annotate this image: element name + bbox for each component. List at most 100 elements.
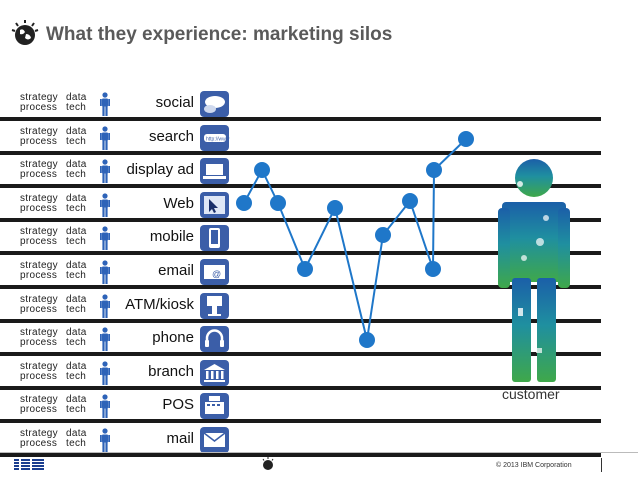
footer-divider — [0, 452, 638, 453]
data-label: data — [66, 428, 87, 439]
channel-row: strategy data process tech search http://www — [0, 122, 638, 155]
channel-label: mail — [166, 430, 194, 447]
person-icon — [100, 226, 110, 251]
person-icon — [100, 92, 110, 116]
silo-bar — [0, 117, 601, 121]
channel-label: display ad — [126, 161, 194, 179]
process-label: process — [20, 202, 58, 214]
silo-bar — [0, 150, 601, 155]
strategy-label: strategy — [20, 394, 58, 406]
channel-label: search — [148, 127, 194, 145]
kiosk-icon — [199, 292, 230, 320]
ibm-logo — [14, 459, 44, 470]
person-icon — [100, 125, 110, 150]
tech-label: tech — [66, 404, 87, 416]
silo-bar — [0, 385, 601, 390]
process-label: process — [20, 438, 58, 449]
data-label: data — [66, 394, 87, 406]
channel-row: strategy data process tech branch — [0, 357, 638, 390]
svg-text:@: @ — [212, 269, 221, 279]
strategy-label: strategy — [20, 293, 58, 305]
laptop-ad-icon — [199, 157, 230, 185]
tech-label: tech — [66, 370, 87, 382]
speech-bubbles-icon — [199, 90, 230, 118]
silo-bar — [0, 352, 601, 357]
headset-icon — [199, 325, 230, 353]
footer-globe-icon — [262, 457, 274, 470]
envelope-at-icon: @ — [199, 258, 230, 286]
strategy-label: strategy — [20, 327, 58, 339]
channel-label: mobile — [149, 228, 194, 246]
process-label: process — [20, 270, 58, 281]
data-label: data — [66, 226, 87, 238]
data-label: data — [66, 293, 87, 305]
tech-label: tech — [66, 102, 87, 113]
data-label: data — [66, 159, 87, 171]
process-label: process — [20, 404, 58, 416]
slide-title: What they experience: marketing silos — [46, 24, 393, 45]
copyright-separator — [601, 458, 602, 472]
person-icon — [100, 361, 110, 385]
strategy-label: strategy — [20, 260, 58, 271]
customer-label: customer — [502, 386, 560, 402]
search-bar-icon: http://www — [199, 124, 230, 152]
process-label: process — [20, 169, 58, 181]
strategy-label: strategy — [20, 428, 58, 439]
tech-label: tech — [66, 135, 87, 147]
process-label: process — [20, 337, 58, 349]
person-icon — [100, 193, 110, 217]
data-label: data — [66, 192, 87, 204]
channel-label: social — [155, 94, 194, 111]
channel-row: strategy data process tech POS — [0, 390, 638, 424]
tech-label: tech — [66, 337, 87, 349]
channel-row: strategy data process tech social — [0, 88, 638, 121]
tech-label: tech — [66, 270, 87, 281]
process-label: process — [20, 236, 58, 248]
strategy-label: strategy — [20, 159, 58, 171]
tech-label: tech — [66, 303, 87, 315]
channel-label: branch — [148, 362, 194, 380]
data-label: data — [66, 125, 87, 137]
process-label: process — [20, 102, 58, 113]
smartphone-icon — [199, 224, 230, 252]
channel-label: POS — [162, 396, 194, 414]
channel-row: strategy data process tech mail — [0, 424, 638, 457]
tech-label: tech — [66, 169, 87, 181]
strategy-label: strategy — [20, 92, 58, 103]
channel-label: Web — [163, 194, 194, 212]
person-icon — [100, 428, 110, 452]
silo-bar — [0, 419, 601, 424]
strategy-label: strategy — [20, 360, 58, 372]
channel-row: strategy data process tech phone — [0, 323, 638, 357]
cash-register-icon — [199, 392, 230, 420]
channel-label: email — [158, 262, 194, 279]
strategy-label: strategy — [20, 226, 58, 238]
channel-label: ATM/kiosk — [125, 295, 194, 313]
process-label: process — [20, 303, 58, 315]
silo-bar — [0, 453, 601, 457]
svg-text:http://www: http://www — [206, 136, 230, 142]
channel-label: phone — [152, 329, 194, 347]
process-label: process — [20, 370, 58, 382]
mail-icon — [199, 426, 230, 454]
strategy-label: strategy — [20, 125, 58, 137]
data-label: data — [66, 260, 87, 271]
tech-label: tech — [66, 202, 87, 214]
tech-label: tech — [66, 438, 87, 449]
copyright-text: © 2013 IBM Corporation — [496, 462, 572, 469]
data-label: data — [66, 92, 87, 103]
customer-figure-icon — [498, 159, 570, 382]
tech-label: tech — [66, 236, 87, 248]
person-icon — [100, 260, 110, 284]
data-label: data — [66, 360, 87, 372]
bank-building-icon — [199, 359, 230, 387]
ibm-globe-icon — [11, 20, 39, 45]
data-label: data — [66, 327, 87, 339]
strategy-label: strategy — [20, 192, 58, 204]
person-icon — [100, 327, 110, 352]
person-icon — [100, 293, 110, 318]
person-icon — [100, 394, 110, 419]
person-icon — [100, 159, 110, 184]
cursor-window-icon — [199, 191, 230, 219]
process-label: process — [20, 135, 58, 147]
